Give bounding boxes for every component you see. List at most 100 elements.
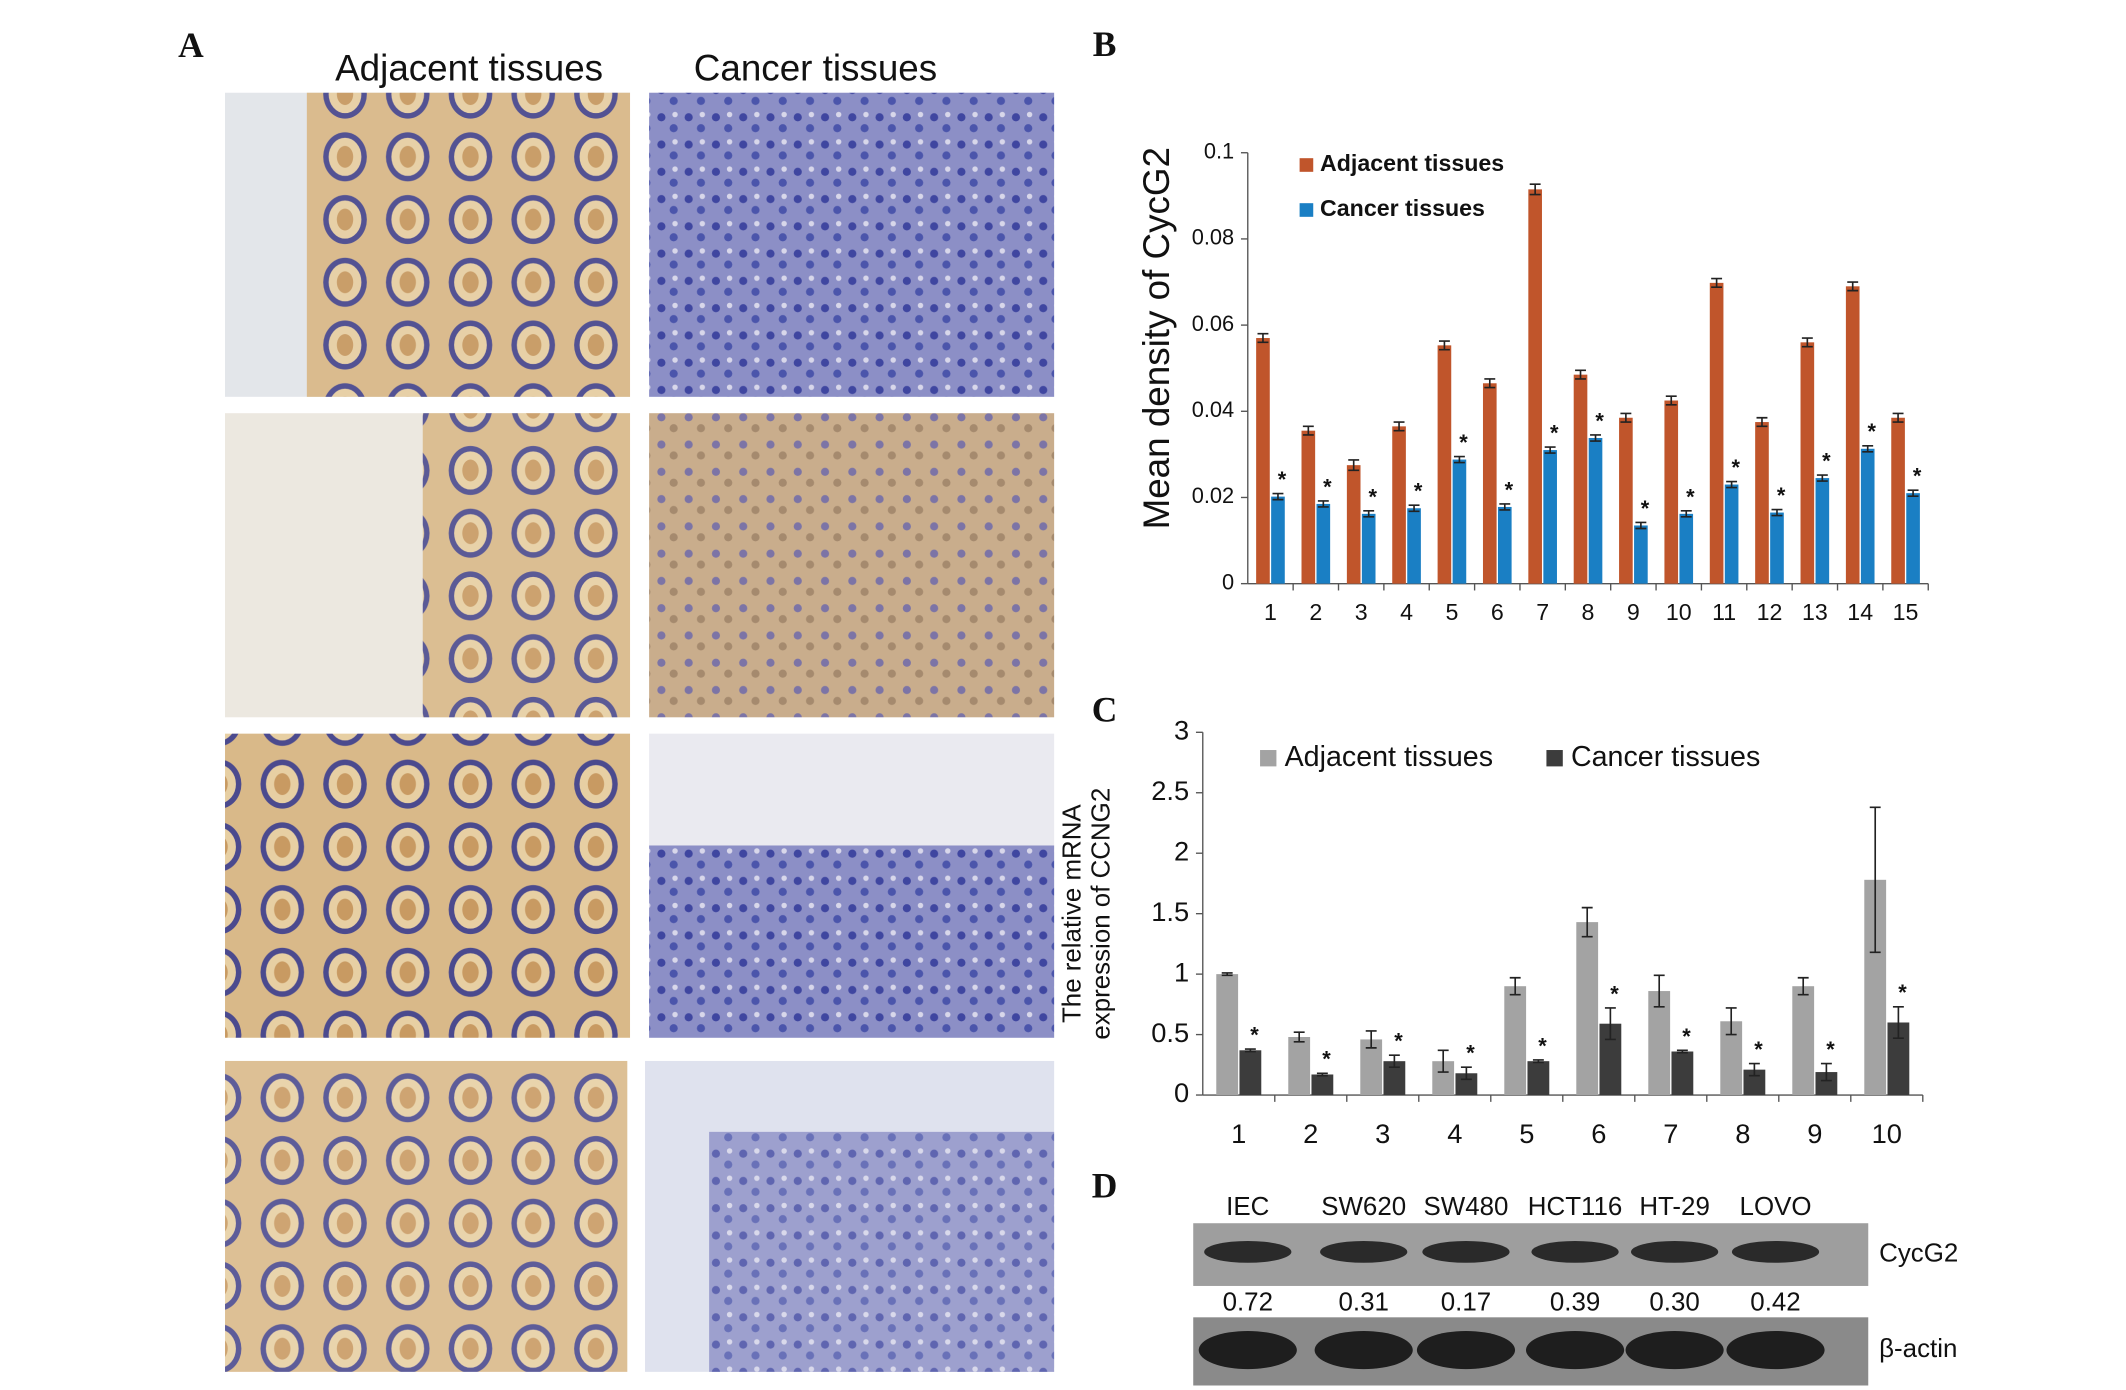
band xyxy=(1731,1240,1820,1263)
error-bar xyxy=(1680,510,1692,518)
error-bar xyxy=(1590,434,1601,442)
band xyxy=(1630,1240,1719,1263)
bar xyxy=(1482,383,1497,584)
bar xyxy=(1815,1072,1838,1096)
band xyxy=(1625,1330,1724,1370)
y-axis-label: The relative mRNA xyxy=(1059,804,1087,1023)
error-bar xyxy=(1820,1062,1832,1082)
x-tick-label: 15 xyxy=(1893,599,1919,625)
significance-marker: * xyxy=(1682,1024,1691,1049)
y-tick-label: 0.1 xyxy=(1204,138,1234,163)
significance-marker: * xyxy=(1610,981,1619,1006)
bar xyxy=(1634,525,1648,584)
band xyxy=(1525,1330,1625,1370)
significance-marker: * xyxy=(1459,430,1468,455)
panel-label: B xyxy=(1093,24,1117,64)
bar xyxy=(1845,286,1860,584)
bar xyxy=(1599,1023,1622,1096)
error-bar xyxy=(1665,395,1677,406)
bar xyxy=(1720,1021,1743,1096)
bar xyxy=(1815,478,1830,584)
significance-marker: * xyxy=(1826,1037,1835,1062)
lane-label: SW620 xyxy=(1321,1193,1406,1221)
y-tick-label: 2 xyxy=(1174,835,1189,866)
bar xyxy=(1671,1051,1694,1096)
significance-marker: * xyxy=(1538,1033,1547,1058)
panel-label: A xyxy=(178,25,204,65)
error-bar xyxy=(1862,444,1874,453)
error-bar xyxy=(1257,332,1269,344)
y-tick-label: 0.5 xyxy=(1151,1017,1189,1048)
error-bar xyxy=(1484,378,1496,389)
lane-label: LOVO xyxy=(1740,1193,1812,1221)
bar xyxy=(1906,493,1920,584)
bar xyxy=(1311,1074,1334,1096)
significance-marker: * xyxy=(1686,484,1695,509)
legend-swatch xyxy=(1299,203,1314,217)
column-header: Adjacent tissues xyxy=(335,48,603,89)
significance-marker: * xyxy=(1394,1029,1403,1054)
error-bar xyxy=(1365,1030,1377,1049)
x-tick-label: 5 xyxy=(1445,599,1458,625)
significance-marker: * xyxy=(1323,474,1332,499)
x-tick-label: 10 xyxy=(1666,599,1692,625)
density-label: 0.42 xyxy=(1750,1289,1800,1317)
bar xyxy=(1755,422,1769,584)
error-bar xyxy=(1544,446,1556,454)
density-label: 0.17 xyxy=(1441,1289,1491,1317)
western-blot xyxy=(1193,1223,1869,1386)
y-tick-label: 0 xyxy=(1222,569,1234,594)
x-tick-label: 1 xyxy=(1264,599,1277,625)
band xyxy=(1320,1240,1408,1263)
x-tick-label: 7 xyxy=(1536,599,1549,625)
significance-marker: * xyxy=(1777,483,1786,508)
x-tick-label: 4 xyxy=(1447,1118,1462,1149)
bar xyxy=(1792,986,1815,1096)
band xyxy=(1204,1240,1292,1263)
bar xyxy=(1528,189,1542,584)
x-tick-label: 8 xyxy=(1735,1118,1750,1149)
density-label: 0.72 xyxy=(1223,1289,1273,1317)
error-bar xyxy=(1363,510,1375,518)
error-bar xyxy=(1388,1054,1400,1069)
y-tick-label: 0 xyxy=(1174,1077,1189,1108)
row-label: β-actin xyxy=(1879,1335,1957,1363)
y-axis-label: Mean density of CycG2 xyxy=(1136,147,1177,529)
bar xyxy=(1452,459,1467,584)
legend-label: Adjacent tissues xyxy=(1285,741,1493,773)
x-tick-label: 2 xyxy=(1303,1118,1318,1149)
band xyxy=(1531,1240,1619,1263)
lane-label: SW480 xyxy=(1424,1193,1509,1221)
bar xyxy=(1301,430,1316,584)
bar xyxy=(1770,512,1784,584)
significance-marker: * xyxy=(1898,980,1907,1005)
bar xyxy=(1239,1050,1262,1096)
band xyxy=(1416,1330,1516,1370)
bar xyxy=(1573,374,1588,584)
significance-marker: * xyxy=(1595,408,1604,433)
band xyxy=(1314,1330,1413,1370)
error-bar xyxy=(1847,281,1859,292)
error-bar xyxy=(1907,489,1919,497)
error-bar xyxy=(1725,1007,1737,1036)
error-bar xyxy=(1532,1059,1544,1064)
error-bar xyxy=(1801,337,1813,348)
x-tick-label: 11 xyxy=(1712,599,1736,625)
y-tick-label: 2.5 xyxy=(1151,775,1189,806)
bar xyxy=(1383,1061,1406,1096)
error-bar xyxy=(1869,806,1881,954)
bar xyxy=(1864,879,1887,1096)
bar xyxy=(1497,506,1512,584)
bar xyxy=(1664,400,1679,584)
row-label: CycG2 xyxy=(1879,1239,1958,1267)
error-bar xyxy=(1620,412,1632,423)
lane-label: IEC xyxy=(1226,1193,1269,1221)
panel-label: D xyxy=(1092,1165,1118,1205)
error-bar xyxy=(1393,421,1405,432)
y-tick-label: 3 xyxy=(1174,714,1189,745)
x-tick-label: 1 xyxy=(1231,1118,1246,1149)
error-bar xyxy=(1408,504,1420,513)
panel-label: C xyxy=(1092,689,1118,729)
y-tick-label: 1.5 xyxy=(1151,896,1189,927)
